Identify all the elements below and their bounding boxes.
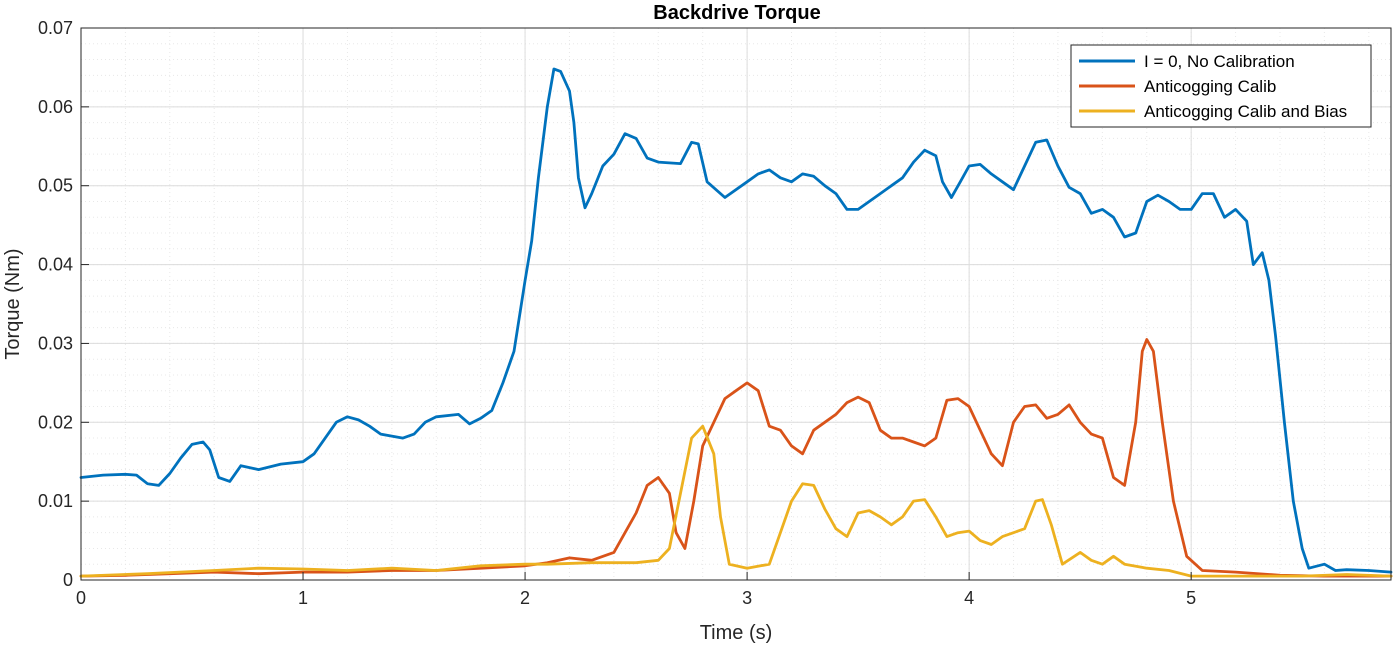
x-tick-label: 5 xyxy=(1186,588,1196,608)
x-tick-label: 3 xyxy=(742,588,752,608)
y-tick-label: 0.01 xyxy=(38,491,73,511)
series-line-1 xyxy=(79,67,1393,574)
y-axis-label: Torque (Nm) xyxy=(2,248,24,359)
y-tick-label: 0.07 xyxy=(38,18,73,38)
y-tick-label: 0.02 xyxy=(38,412,73,432)
y-tick-label: 0.05 xyxy=(38,176,73,196)
y-axis-ticks: 0 0.01 0.02 0.03 0.04 0.05 0.06 0.07 xyxy=(38,18,89,590)
series-line-2 xyxy=(79,338,1393,578)
x-tick-label: 0 xyxy=(76,588,86,608)
series-line-3 xyxy=(79,424,1393,578)
y-tick-label: 0 xyxy=(63,570,73,590)
y-tick-label: 0.04 xyxy=(38,255,73,275)
x-axis-label: Time (s) xyxy=(700,622,773,644)
plot-frame xyxy=(80,27,1392,581)
legend-label: Anticogging Calib xyxy=(1144,77,1276,96)
legend-label: I = 0, No Calibration xyxy=(1144,52,1295,71)
chart-title: Backdrive Torque xyxy=(653,2,820,24)
x-tick-label: 1 xyxy=(298,588,308,608)
series-lines xyxy=(79,67,1393,578)
y-tick-label: 0.03 xyxy=(38,333,73,353)
x-axis-ticks: 0 1 2 3 4 5 xyxy=(76,572,1196,608)
y-tick-label: 0.06 xyxy=(38,97,73,117)
x-tick-label: 2 xyxy=(520,588,530,608)
legend: I = 0, No Calibration Anticogging Calib An… xyxy=(1070,44,1372,128)
legend-label: Anticogging Calib and Bias xyxy=(1144,102,1347,121)
x-tick-label: 4 xyxy=(964,588,974,608)
